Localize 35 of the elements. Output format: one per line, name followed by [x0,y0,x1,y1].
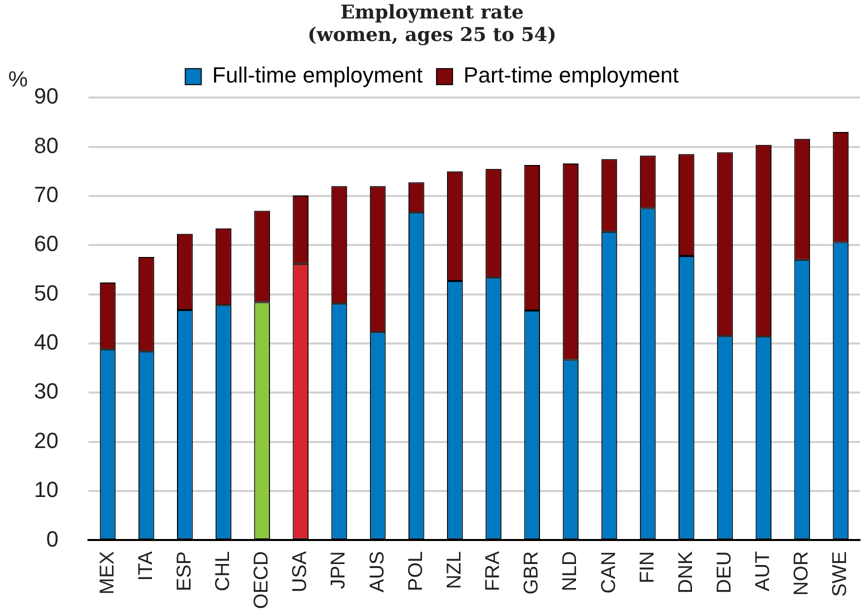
x-tick-label: CAN [598,551,620,594]
x-tick-label: ESP [173,551,196,592]
x-tick-label: DEU [714,551,736,594]
x-tick-label: NOR [790,551,813,596]
x-tick-label: OECD [250,551,273,610]
y-axis-title: % [8,66,28,92]
legend-label: Full-time employment [212,62,423,88]
text: Employment rate [340,1,524,24]
x-tick-label: AUT [752,551,774,592]
x-tick-label: NZL [443,551,466,590]
y-tick-label: 0 [46,526,58,552]
y-tick-label: 20 [34,428,58,453]
x-tick-label: JPN [328,551,350,590]
y-tick-label: 10 [34,477,58,502]
y-tick-label: 50 [34,280,58,306]
x-tick-label: POL [404,551,427,592]
legend-label: Part-time employment [464,62,679,88]
x-tick-label: FRA [482,550,504,592]
x-tick-label: MEX [96,551,118,595]
x-tick-label: SWE [829,551,852,597]
y-tick-label: 30 [34,378,58,404]
x-tick-label: DNK [674,550,697,594]
x-tick-label: CHL [212,551,234,592]
x-tick-label: NLD [559,551,582,592]
x-tick-label: FIN [636,551,658,584]
y-tick-label: 40 [34,330,58,355]
y-tick-label: 90 [34,84,58,109]
x-tick-label: AUS [366,551,388,592]
x-tick-label: USA [289,550,312,592]
y-tick-label: 80 [34,132,58,158]
y-tick-label: 60 [34,231,58,256]
x-tick-label: GBR [520,551,543,595]
x-tick-label: ITA [134,550,157,581]
text: (women, ages 25 to 54) [308,24,556,46]
y-tick-label: 70 [34,182,58,208]
